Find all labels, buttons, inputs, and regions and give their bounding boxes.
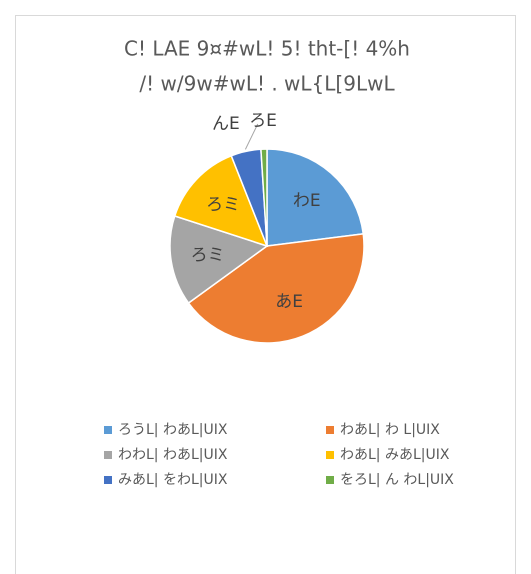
pie-slice <box>173 154 269 248</box>
legend-label: わあL| わ L|UIX <box>340 422 440 438</box>
legend-label: わあL| みあL|UIX <box>340 447 450 463</box>
chart-title: C! LAE 9¤#wL! 5! tht-[! 4%h <box>124 37 410 61</box>
legend-label: をろL| ん わL|UIX <box>340 472 454 488</box>
pie-slice <box>169 215 269 305</box>
leader-line <box>244 123 259 150</box>
pie-slice <box>187 233 365 344</box>
legend-label: みあL| をわL|UIX <box>118 472 228 488</box>
legend-swatch <box>326 426 334 434</box>
data-label: んE <box>212 114 240 134</box>
legend-label: ろうL| わあL|UIX <box>118 422 228 438</box>
pie-slice <box>266 148 365 247</box>
legend-swatch <box>104 426 112 434</box>
legend-swatch <box>326 476 334 484</box>
legend-label: わわL| わあL|UIX <box>118 447 228 463</box>
data-label: ろE <box>249 111 277 131</box>
data-label: ろミ <box>191 245 225 265</box>
legend-swatch <box>104 451 112 459</box>
chart-title: /! w/9w#wL! . wL{L[9LwL <box>139 72 395 96</box>
data-label: ろミ <box>206 195 240 215</box>
pie-slice <box>260 148 268 247</box>
data-label: わE <box>293 191 321 211</box>
legend-swatch <box>104 476 112 484</box>
legend-swatch <box>326 451 334 459</box>
data-label: あE <box>275 292 303 312</box>
